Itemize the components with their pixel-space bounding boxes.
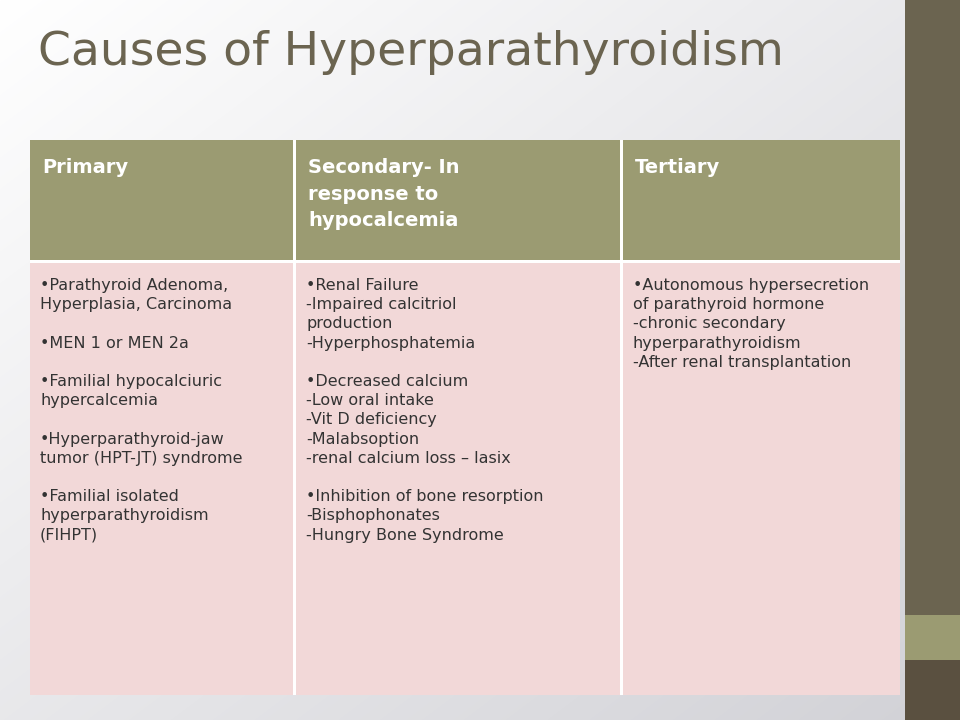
- Bar: [296, 140, 620, 260]
- Bar: [296, 260, 620, 695]
- Bar: [905, 660, 960, 720]
- Text: •Parathyroid Adenoma,
Hyperplasia, Carcinoma

•MEN 1 or MEN 2a

•Familial hypoca: •Parathyroid Adenoma, Hyperplasia, Carci…: [40, 278, 243, 543]
- Bar: [620, 260, 623, 695]
- Text: •Autonomous hypersecretion
of parathyroid hormone
-chronic secondary
hyperparath: •Autonomous hypersecretion of parathyroi…: [633, 278, 869, 370]
- Bar: [620, 140, 623, 260]
- Bar: [30, 260, 900, 263]
- Text: Causes of Hyperparathyroidism: Causes of Hyperparathyroidism: [38, 30, 784, 75]
- Bar: [905, 615, 960, 660]
- Bar: [293, 260, 296, 695]
- Text: •Renal Failure
-Impaired calcitriol
production
-Hyperphosphatemia

•Decreased ca: •Renal Failure -Impaired calcitriol prod…: [306, 278, 543, 543]
- Text: Primary: Primary: [42, 158, 128, 177]
- Text: Secondary- In
response to
hypocalcemia: Secondary- In response to hypocalcemia: [308, 158, 460, 230]
- Bar: [293, 140, 296, 260]
- Bar: [905, 0, 960, 615]
- Bar: [623, 260, 900, 695]
- Bar: [30, 260, 293, 695]
- Bar: [30, 140, 293, 260]
- Text: Tertiary: Tertiary: [635, 158, 720, 177]
- Bar: [623, 140, 900, 260]
